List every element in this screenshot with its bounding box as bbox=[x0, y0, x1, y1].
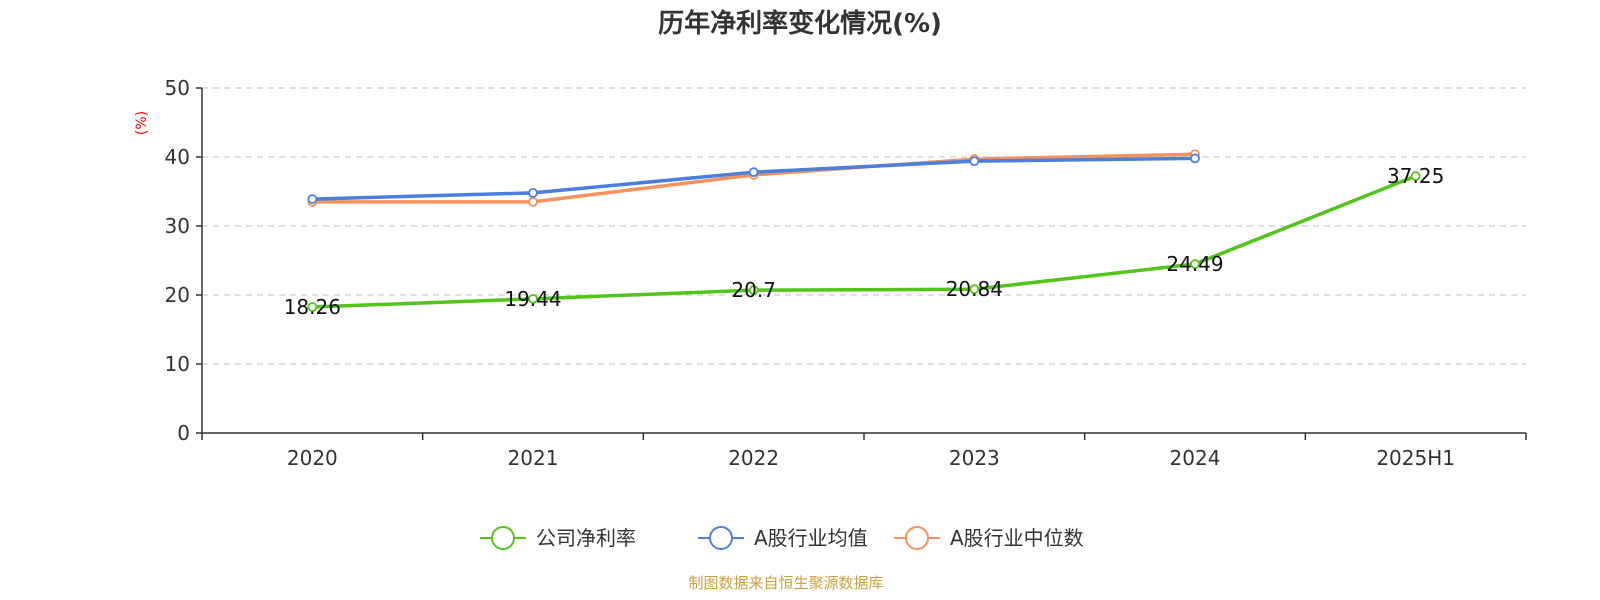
data-point[interactable] bbox=[307, 302, 318, 312]
data-point[interactable] bbox=[1190, 153, 1200, 164]
series-line-0 bbox=[312, 174, 1417, 309]
y-tick-label-40: 40 bbox=[165, 145, 190, 169]
y-tick-label-30: 30 bbox=[165, 214, 190, 238]
series-lines bbox=[307, 149, 1421, 312]
data-point[interactable] bbox=[748, 285, 759, 296]
x-tick-label-2020: 2020 bbox=[287, 446, 338, 470]
x-tick-label-2022: 2022 bbox=[728, 446, 779, 470]
legend-item-1[interactable]: A股行业均值 bbox=[698, 526, 868, 550]
data-label-2025H1: 37.25 bbox=[1387, 164, 1444, 188]
data-point[interactable] bbox=[969, 284, 980, 295]
data-point[interactable] bbox=[528, 187, 538, 198]
legend-circle-icon bbox=[491, 526, 515, 550]
legend-circle-icon bbox=[905, 526, 929, 550]
legend-item-0[interactable]: 公司净利率 bbox=[480, 526, 636, 550]
data-point[interactable] bbox=[528, 293, 538, 304]
series-0 bbox=[307, 171, 1421, 312]
y-tick-label-0: 0 bbox=[177, 421, 190, 445]
legend[interactable]: 公司净利率 A股行业均值 A股行业中位数 bbox=[480, 526, 1084, 550]
source-note: 制图数据来自恒生聚源数据库 bbox=[688, 574, 883, 592]
y-tick-label-20: 20 bbox=[165, 283, 190, 307]
y-tick-label-10: 10 bbox=[165, 352, 190, 376]
data-label-2021: 19.44 bbox=[504, 287, 561, 311]
y-axis-label: (%) bbox=[134, 111, 150, 135]
data-label-2023: 20.84 bbox=[946, 277, 1003, 301]
series-1 bbox=[307, 153, 1200, 204]
grid-lines bbox=[202, 87, 1526, 365]
data-labels: 18.26 19.44 20.7 20.84 24.49 37.25 bbox=[284, 164, 1445, 319]
axes: 0 10 20 30 40 50 2020 2021 2022 2023 2024 2025H1 bbox=[165, 76, 1527, 470]
legend-item-2[interactable]: A股行业中位数 bbox=[894, 526, 1084, 550]
data-point[interactable] bbox=[307, 194, 318, 204]
data-point[interactable] bbox=[1190, 259, 1200, 269]
legend-circle-icon bbox=[709, 526, 733, 550]
data-label-2022: 20.7 bbox=[731, 278, 776, 302]
chart-title: 历年净利率变化情况(%) bbox=[658, 8, 942, 39]
x-tick-label-2021: 2021 bbox=[508, 446, 559, 470]
legend-label: A股行业中位数 bbox=[950, 526, 1084, 550]
x-tick-label-2023: 2023 bbox=[949, 446, 1000, 470]
x-tick-label-2024: 2024 bbox=[1170, 446, 1221, 470]
data-point[interactable] bbox=[969, 156, 980, 167]
data-point[interactable] bbox=[528, 196, 538, 207]
data-label-2020: 18.26 bbox=[284, 295, 341, 319]
data-point[interactable] bbox=[1410, 171, 1421, 181]
data-point[interactable] bbox=[748, 167, 759, 178]
y-tick-label-50: 50 bbox=[165, 76, 190, 100]
data-label-2024: 24.49 bbox=[1166, 252, 1223, 276]
legend-label: A股行业均值 bbox=[754, 526, 868, 550]
x-tick-label-2025H1: 2025H1 bbox=[1376, 446, 1455, 470]
legend-label: 公司净利率 bbox=[536, 526, 636, 550]
